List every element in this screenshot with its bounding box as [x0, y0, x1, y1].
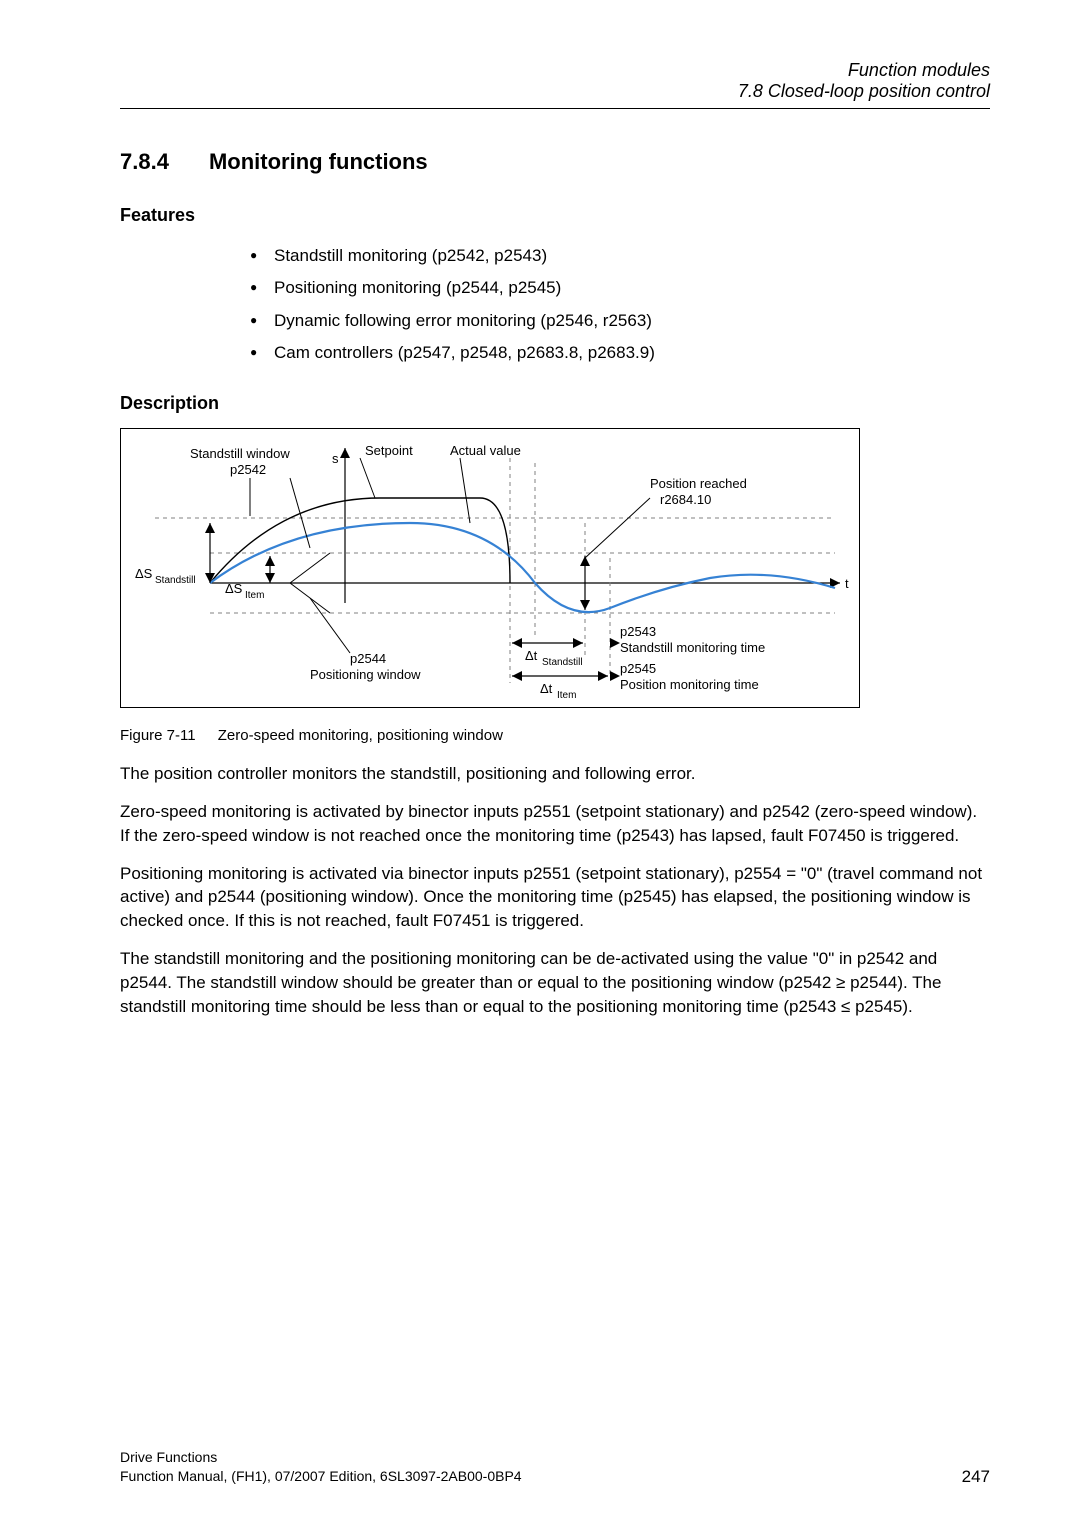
p2544-label: p2544: [350, 651, 386, 666]
ds-item-sub: Item: [245, 590, 264, 601]
features-heading: Features: [120, 205, 990, 226]
p2544-text: Positioning window: [310, 667, 421, 682]
footer-line-1: Drive Functions: [120, 1448, 522, 1468]
footer-line-2: Function Manual, (FH1), 07/2007 Edition,…: [120, 1467, 522, 1487]
heading-title: Monitoring functions: [209, 149, 428, 175]
setpoint-label: Setpoint: [365, 443, 413, 458]
body-paragraph: The standstill monitoring and the positi…: [120, 947, 990, 1018]
figure-caption: Figure 7-11 Zero-speed monitoring, posit…: [120, 727, 990, 744]
body-paragraph: Zero-speed monitoring is activated by bi…: [120, 800, 990, 848]
list-item: Dynamic following error monitoring (p254…: [250, 305, 990, 337]
list-item: Standstill monitoring (p2542, p2543): [250, 240, 990, 272]
header-rule: [120, 108, 990, 109]
axis-t-label: t: [845, 576, 849, 591]
features-block: Standstill monitoring (p2542, p2543) Pos…: [250, 240, 990, 369]
body-paragraph: The position controller monitors the sta…: [120, 762, 990, 786]
ds-standstill-label: ΔS: [135, 566, 153, 581]
ds-standstill-sub: Standstill: [155, 575, 196, 586]
actual-label: Actual value: [450, 443, 521, 458]
pos-reached-label: Position reached: [650, 476, 747, 491]
p2543-text: Standstill monitoring time: [620, 640, 765, 655]
p2542-label: p2542: [230, 462, 266, 477]
page-root: Function modules 7.8 Closed-loop positio…: [0, 0, 1080, 1527]
list-item: Cam controllers (p2547, p2548, p2683.8, …: [250, 337, 990, 369]
description-heading: Description: [120, 393, 990, 414]
axis-s-label: s: [332, 451, 339, 466]
p2543-label: p2543: [620, 624, 656, 639]
figure-caption-text: Zero-speed monitoring, positioning windo…: [218, 727, 503, 744]
dt-standstill-label: Δt: [525, 648, 538, 663]
figure-caption-label: Figure 7-11: [120, 727, 196, 744]
dt-standstill-sub: Standstill: [542, 657, 583, 668]
heading-2: 7.8.4 Monitoring functions: [120, 149, 990, 175]
p2545-text: Position monitoring time: [620, 677, 759, 692]
standstill-window-label: Standstill window: [190, 446, 290, 461]
page-number: 247: [962, 1467, 990, 1487]
dt-item-sub: Item: [557, 690, 576, 701]
list-item: Positioning monitoring (p2544, p2545): [250, 272, 990, 304]
header-chapter: Function modules: [120, 60, 990, 81]
features-list: Standstill monitoring (p2542, p2543) Pos…: [250, 240, 990, 369]
ds-item-label: ΔS: [225, 581, 243, 596]
dt-item-label: Δt: [540, 681, 553, 696]
page-header: Function modules 7.8 Closed-loop positio…: [120, 60, 990, 102]
monitoring-diagram: t s Setpoint Actual value: [120, 428, 860, 708]
r2684-label: r2684.10: [660, 492, 711, 507]
header-section: 7.8 Closed-loop position control: [120, 81, 990, 102]
heading-num: 7.8.4: [120, 149, 169, 175]
page-footer: Drive Functions Function Manual, (FH1), …: [120, 1448, 990, 1487]
p2545-label: p2545: [620, 661, 656, 676]
body-paragraph: Positioning monitoring is activated via …: [120, 862, 990, 933]
figure-block: t s Setpoint Actual value: [120, 428, 990, 1018]
